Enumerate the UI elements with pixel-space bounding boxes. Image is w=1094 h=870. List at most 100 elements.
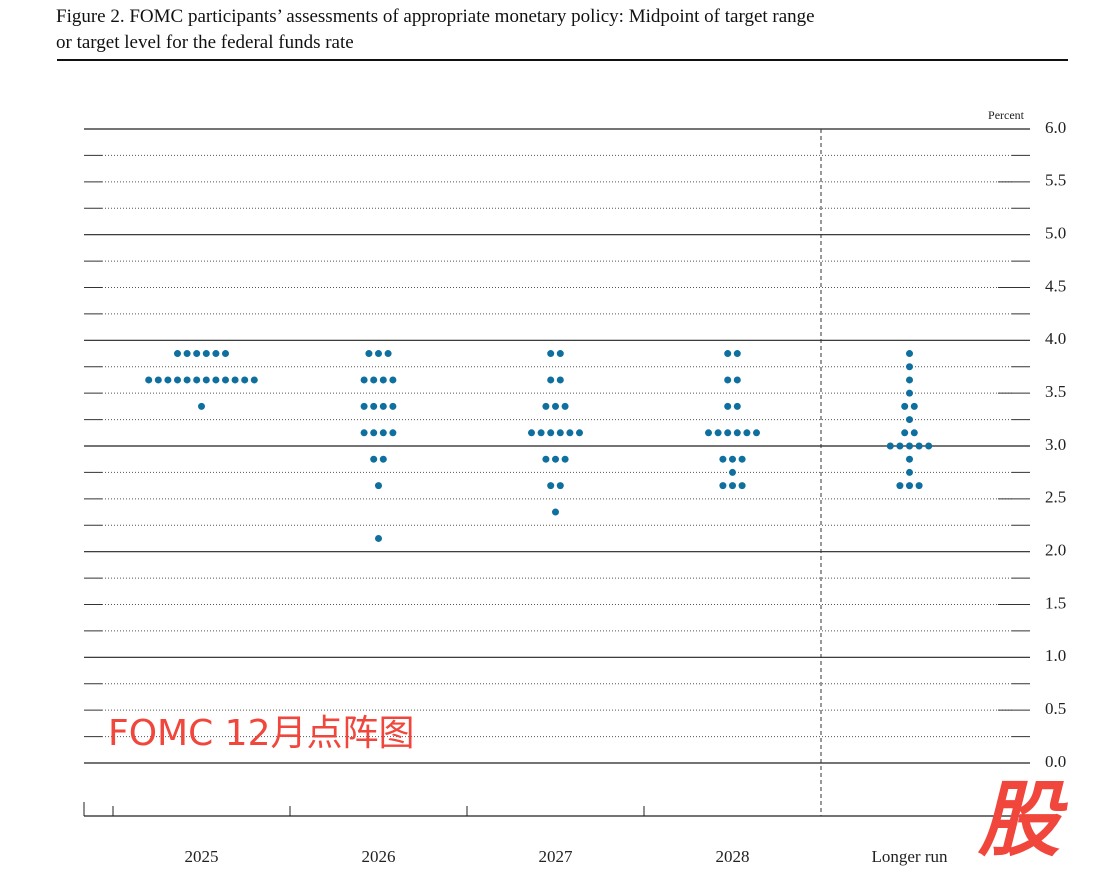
dot	[915, 482, 923, 490]
dot	[906, 350, 913, 358]
dot	[886, 442, 894, 450]
dot	[174, 376, 181, 384]
dot	[724, 429, 732, 437]
dot	[719, 455, 727, 463]
dot	[375, 534, 382, 542]
y-tick-label: 2.0	[1045, 541, 1066, 560]
x-tick-label: 2025	[185, 847, 219, 866]
dot	[379, 455, 387, 463]
dot	[925, 442, 933, 450]
dot	[556, 376, 564, 384]
dot	[906, 482, 913, 490]
y-tick-label: 3.5	[1045, 382, 1066, 401]
dot	[212, 350, 220, 358]
dot	[360, 376, 368, 384]
dot	[379, 429, 387, 437]
dot	[729, 455, 736, 463]
dot	[576, 429, 583, 437]
dot	[222, 376, 229, 384]
dot	[733, 429, 741, 437]
dot	[370, 429, 378, 437]
dot	[714, 429, 722, 437]
dot	[547, 482, 555, 490]
dot	[733, 350, 741, 358]
y-tick-label: 0.0	[1045, 752, 1066, 771]
dot	[379, 376, 387, 384]
dot	[556, 429, 564, 437]
dot	[370, 455, 378, 463]
dot	[733, 376, 741, 384]
dot	[183, 376, 191, 384]
dot	[743, 429, 751, 437]
dot	[910, 429, 918, 437]
dot	[906, 363, 913, 371]
dot	[547, 350, 555, 358]
dot	[202, 350, 210, 358]
dot	[552, 455, 559, 463]
x-tick-label: Longer run	[871, 847, 948, 866]
dot	[566, 429, 574, 437]
dot	[906, 376, 913, 384]
y-tick-label: 1.5	[1045, 593, 1066, 612]
dot	[537, 429, 545, 437]
dot	[375, 350, 382, 358]
dot	[370, 402, 378, 410]
y-tick-label: 0.5	[1045, 699, 1066, 718]
y-tick-label: 3.0	[1045, 435, 1066, 454]
dot	[733, 402, 741, 410]
dot	[250, 376, 258, 384]
dot	[552, 508, 559, 516]
dot	[705, 429, 712, 437]
dot	[906, 468, 913, 476]
dot	[360, 402, 368, 410]
chart-title: or target level for the federal funds ra…	[56, 32, 354, 53]
watermark: FOMC 12月点阵图	[108, 713, 415, 754]
dot	[379, 402, 387, 410]
dot	[198, 402, 205, 410]
y-tick-label: 1.0	[1045, 646, 1066, 665]
dot	[896, 482, 904, 490]
dot	[375, 482, 382, 490]
dot	[202, 376, 210, 384]
dot	[901, 429, 909, 437]
dot	[542, 455, 550, 463]
dot	[370, 376, 378, 384]
dot	[724, 376, 732, 384]
dot	[738, 455, 746, 463]
dot	[360, 429, 368, 437]
y-tick-label: 4.0	[1045, 329, 1066, 348]
dot	[193, 350, 201, 358]
logo: 股	[977, 773, 1068, 868]
dot	[212, 376, 220, 384]
dot	[389, 402, 397, 410]
dot	[241, 376, 249, 384]
y-unit-label: Percent	[988, 108, 1025, 122]
dot	[729, 468, 736, 476]
x-tick-label: 2028	[716, 847, 750, 866]
dot	[729, 482, 736, 490]
dot	[910, 402, 918, 410]
dot	[222, 350, 229, 358]
dot	[906, 455, 913, 463]
dot	[896, 442, 904, 450]
dot	[547, 376, 555, 384]
dot	[906, 416, 913, 424]
dot	[174, 350, 181, 358]
dot	[183, 350, 191, 358]
dot	[906, 442, 913, 450]
dot	[547, 429, 555, 437]
dot	[365, 350, 373, 358]
dot	[528, 429, 535, 437]
dot	[145, 376, 153, 384]
dot	[552, 402, 559, 410]
dot	[724, 350, 732, 358]
x-tick-label: 2027	[539, 847, 574, 866]
dot	[231, 376, 239, 384]
dot	[164, 376, 172, 384]
dot	[193, 376, 201, 384]
dot	[154, 376, 162, 384]
chart-title: Figure 2. FOMC participants’ assessments…	[56, 6, 815, 27]
y-tick-label: 4.5	[1045, 276, 1066, 295]
dot	[384, 350, 392, 358]
